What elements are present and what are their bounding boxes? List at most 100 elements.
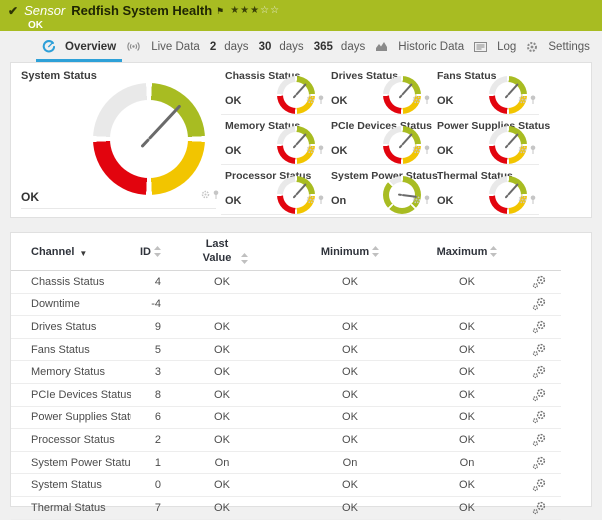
channel-gauge[interactable] [277, 76, 315, 114]
gauge-cell-tools [518, 141, 536, 159]
channel-gauge[interactable] [489, 176, 527, 214]
gauge-settings-gear-icon[interactable] [412, 191, 421, 209]
column-header-channel[interactable]: Channel ▼ [31, 245, 88, 258]
gauge-pin-icon[interactable] [530, 91, 536, 109]
tab-historic-data[interactable]: Historic Data [373, 31, 466, 62]
priority-stars[interactable]: ★★★☆☆ [230, 5, 281, 16]
system-status-gauge[interactable] [93, 83, 205, 195]
gauge-pin-icon[interactable] [318, 91, 324, 109]
channel-settings-gears-icon[interactable] [532, 320, 546, 334]
tab-label: Historic Data [398, 40, 465, 53]
tab-label: days [224, 40, 249, 53]
gauge-needle-tail [398, 144, 403, 149]
gauge-cell-label: Thermal Status [437, 170, 513, 182]
gauge-settings-gear-icon[interactable] [518, 141, 527, 159]
system-gauge-value: OK [21, 190, 39, 204]
cell-maximum: OK [459, 388, 475, 401]
gauge-settings-gear-icon[interactable] [518, 91, 527, 109]
channel-settings-gears-icon[interactable] [532, 365, 546, 379]
gauge-needle [147, 104, 182, 141]
gauge-cell-label: Chassis Status [225, 70, 301, 82]
gauge-settings-gear-icon[interactable] [412, 91, 421, 109]
gauge-cell-tools [518, 191, 536, 209]
cell-channel: Downtime [31, 298, 80, 311]
gauge-ring [489, 126, 527, 164]
gauge-settings-gear-icon[interactable] [518, 191, 527, 209]
priority-flag-icon[interactable]: ⚑ [216, 6, 225, 16]
gauge-ring [489, 76, 527, 114]
channel-gauge[interactable] [489, 76, 527, 114]
gauge-cell-tools [306, 141, 324, 159]
gauge-pin-icon[interactable] [424, 91, 430, 109]
channel-gauge[interactable] [383, 76, 421, 114]
channel-gauge[interactable] [383, 126, 421, 164]
gauge-cell-tools [412, 91, 430, 109]
divider [21, 208, 216, 209]
gauge-ring [383, 126, 421, 164]
gauge-pin-icon[interactable] [424, 141, 430, 159]
channel-settings-gears-icon[interactable] [532, 478, 546, 492]
gauge-ring [383, 76, 421, 114]
cell-maximum: OK [459, 366, 475, 379]
tab-label: days [340, 40, 366, 53]
cell-id: 7 [154, 501, 161, 514]
channel-settings-gears-icon[interactable] [532, 433, 546, 447]
channel-settings-gears-icon[interactable] [532, 297, 546, 311]
channel-settings-gears-icon[interactable] [532, 410, 546, 424]
cell-last-value: OK [214, 501, 230, 514]
overview-gauge-icon [42, 40, 55, 53]
gauge-cell-label: Power Supplies Status [437, 120, 551, 132]
column-header-id[interactable]: ID [131, 245, 161, 258]
channel-gauge[interactable] [277, 126, 315, 164]
gauge-needle-tail [504, 194, 509, 199]
gauge-cell-value: OK [225, 95, 242, 107]
tab-2days[interactable]: 2 days [208, 31, 251, 62]
channel-gauge[interactable] [277, 176, 315, 214]
gauge-pin-icon[interactable] [530, 191, 536, 209]
tab-settings[interactable]: Settings [524, 31, 592, 62]
gauge-cell-value: OK [437, 195, 454, 207]
gauge-pin-icon[interactable] [318, 191, 324, 209]
tab-log[interactable]: Log [472, 31, 518, 62]
gauge-settings-gear-icon[interactable] [306, 91, 315, 109]
gauge-settings-gear-icon[interactable] [306, 191, 315, 209]
channel-gauge[interactable] [489, 126, 527, 164]
tab-live-data[interactable]: Live Data [124, 31, 202, 62]
sensor-status-bar: ✔ Sensor Redfish System Health ⚑ ★★★☆☆ O… [0, 0, 602, 31]
gauge-cell: Thermal Status OK [433, 165, 539, 215]
gauge-pin-icon[interactable] [318, 141, 324, 159]
tab-label: Live Data [151, 40, 200, 53]
cell-last-value: OK [214, 479, 230, 492]
tab-number: 365 [313, 40, 333, 53]
gauge-pin-icon[interactable] [530, 141, 536, 159]
cell-channel: Chassis Status [31, 275, 105, 288]
table-body: Chassis Status 4 OK OK OK Downtime -4 Dr… [11, 271, 561, 520]
gauge-pin-icon[interactable] [424, 191, 430, 209]
gauge-cell-value: On [331, 195, 347, 207]
tab-365days[interactable]: 365 days [312, 31, 367, 62]
cell-minimum: OK [342, 388, 358, 401]
tab-number: 2 [209, 40, 217, 53]
channel-gauge[interactable] [383, 176, 421, 214]
tab-30days[interactable]: 30 days [257, 31, 306, 62]
channel-settings-gears-icon[interactable] [532, 275, 546, 289]
channel-settings-gears-icon[interactable] [532, 343, 546, 357]
gauge-pin-icon[interactable] [213, 186, 219, 204]
gauge-settings-gear-icon[interactable] [306, 141, 315, 159]
channel-settings-gears-icon[interactable] [532, 456, 546, 470]
sort-icon [154, 245, 161, 257]
column-header-minimum[interactable]: Minimum [283, 245, 417, 258]
gauge-cell-tools [306, 191, 324, 209]
gauge-settings-gear-icon[interactable] [412, 141, 421, 159]
cell-maximum: OK [459, 479, 475, 492]
gauge-cell-tools [518, 91, 536, 109]
tab-overview[interactable]: Overview [35, 31, 123, 62]
column-header-maximum[interactable]: Maximum [417, 245, 517, 258]
channel-settings-gears-icon[interactable] [532, 388, 546, 402]
log-icon [474, 41, 488, 52]
cell-minimum: OK [342, 366, 358, 379]
cell-maximum: On [459, 456, 475, 469]
channel-settings-gears-icon[interactable] [532, 501, 546, 515]
gauge-settings-gear-icon[interactable] [201, 186, 210, 204]
column-header-last-value[interactable]: Last Value [161, 238, 283, 266]
